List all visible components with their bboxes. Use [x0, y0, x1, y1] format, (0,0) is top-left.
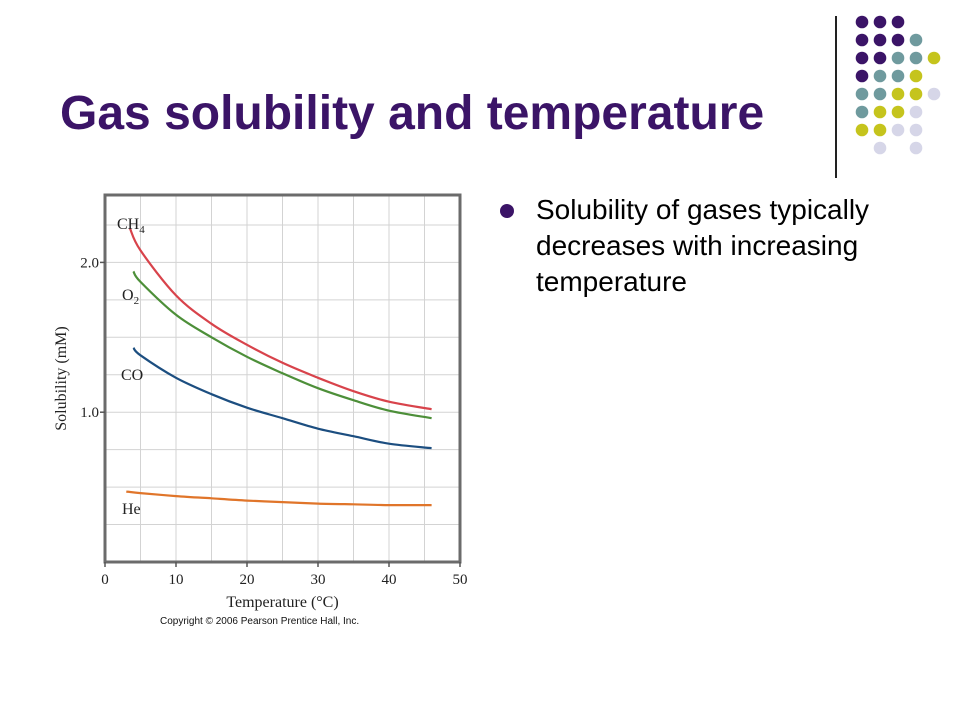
- series-label-o2: O2: [122, 287, 139, 307]
- decor-dot: [855, 69, 869, 83]
- decor-dot: [855, 87, 869, 101]
- decor-dot: [855, 123, 869, 137]
- decor-dot: [909, 51, 923, 65]
- decor-dot: [927, 87, 941, 101]
- decor-dot: [927, 51, 941, 65]
- x-tick-label: 10: [169, 572, 184, 588]
- series-label-ch4: CH4: [117, 216, 145, 236]
- series-line-o2: [132, 270, 432, 420]
- bullet-text: Solubility of gases typically decreases …: [536, 194, 870, 297]
- decor-dot: [873, 87, 887, 101]
- decor-dot: [891, 69, 905, 83]
- series-line-he: [126, 490, 432, 507]
- decor-dot: [855, 105, 869, 119]
- decor-dot: [855, 33, 869, 47]
- x-tick-label: 30: [311, 572, 326, 588]
- decor-dot: [873, 15, 887, 29]
- y-axis-title: Solubility (mM): [53, 326, 70, 430]
- series-label-main: O: [122, 287, 134, 304]
- decor-dot: [855, 51, 869, 65]
- decor-dot: [873, 51, 887, 65]
- x-tick-label: 0: [101, 572, 109, 588]
- series-line-co: [132, 347, 432, 450]
- x-tick-label: 40: [382, 572, 397, 588]
- x-tick-label: 50: [453, 572, 468, 588]
- decor-dot: [891, 51, 905, 65]
- bullet-item: Solubility of gases typically decreases …: [500, 192, 920, 300]
- decor-dot: [873, 33, 887, 47]
- decor-dot: [909, 141, 923, 155]
- decor-dot: [891, 33, 905, 47]
- decor-dot: [909, 105, 923, 119]
- decor-dot: [909, 33, 923, 47]
- decorative-dot-grid: [855, 15, 941, 155]
- series-label-he: He: [122, 501, 141, 518]
- decor-dot: [909, 69, 923, 83]
- decor-dot: [891, 15, 905, 29]
- series-label-subscript: 2: [134, 295, 140, 307]
- y-tick-label: 2.0: [80, 255, 99, 271]
- decor-dot: [891, 87, 905, 101]
- series-label-main: CO: [121, 367, 143, 384]
- series-label-main: He: [122, 501, 141, 518]
- decor-dot: [891, 105, 905, 119]
- decor-dot: [873, 69, 887, 83]
- title-divider-line: [835, 16, 837, 178]
- x-axis-title: Temperature (°C): [226, 594, 338, 611]
- decor-dot: [873, 123, 887, 137]
- decor-dot: [891, 123, 905, 137]
- decor-dot: [873, 141, 887, 155]
- bullet-dot-icon: [500, 204, 514, 218]
- bullet-list: Solubility of gases typically decreases …: [500, 192, 920, 300]
- series-label-main: CH: [117, 216, 140, 233]
- decor-dot: [855, 15, 869, 29]
- slide-title: Gas solubility and temperature: [60, 87, 765, 140]
- decor-dot: [909, 87, 923, 101]
- x-tick-label: 20: [240, 572, 255, 588]
- y-tick-label: 1.0: [80, 405, 99, 421]
- series-label-co: CO: [121, 367, 143, 384]
- decor-dot: [909, 123, 923, 137]
- plot-frame: [103, 193, 462, 564]
- series-line-ch4: [128, 227, 432, 411]
- copyright-notice: Copyright © 2006 Pearson Prentice Hall, …: [160, 616, 360, 627]
- decor-dot: [873, 105, 887, 119]
- series-label-subscript: 4: [139, 224, 145, 236]
